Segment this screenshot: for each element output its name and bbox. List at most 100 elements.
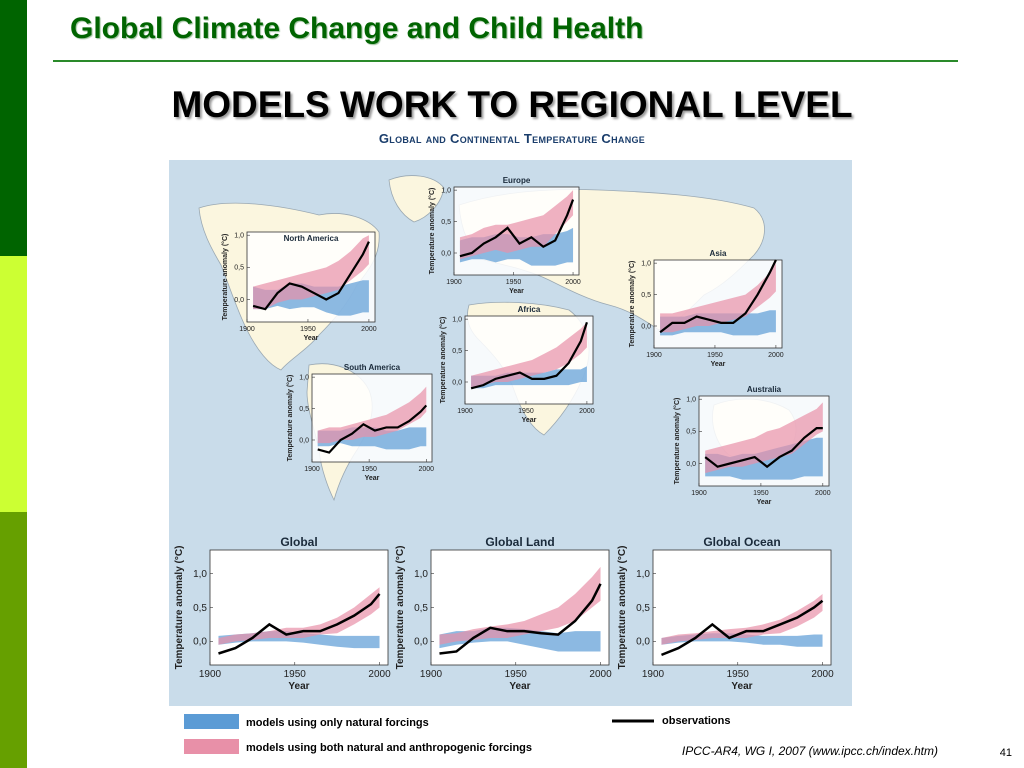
y-tick-label: 0,5 — [193, 603, 207, 614]
legend: models using only natural forcings model… — [184, 714, 730, 754]
y-tick-label: 0,0 — [641, 323, 651, 330]
y-tick-label: 0,5 — [636, 603, 650, 614]
x-tick-label: 2000 — [565, 279, 581, 286]
y-tick-label: 0,5 — [452, 348, 462, 355]
x-tick-label: 1900 — [646, 352, 662, 359]
x-axis-label: Year — [522, 417, 537, 424]
x-axis-label: Year — [731, 681, 752, 692]
chart-title: Asia — [710, 249, 727, 258]
y-axis-label: Temperature anomaly (°C) — [428, 188, 436, 275]
chart-title: Global — [280, 535, 317, 549]
chart-title: South America — [344, 363, 401, 372]
x-tick-label: 1950 — [727, 669, 750, 680]
x-tick-label: 1900 — [304, 466, 320, 473]
chart-global: 1900 1950 2000 0,0 0,5 1,0 Year Temperature ano… — [174, 535, 391, 692]
charts-layer: 1900 1950 2000 0,0 0,5 1,0 Year Temperature ano… — [174, 176, 834, 692]
x-tick-label: 2000 — [418, 466, 434, 473]
y-tick-label: 1,0 — [452, 316, 462, 323]
y-tick-label: 0,0 — [414, 637, 428, 648]
header-title: Global Climate Change and Child Health — [70, 12, 644, 45]
x-tick-label: 1950 — [284, 669, 307, 680]
y-axis-label: Temperature anomaly (°C) — [221, 234, 229, 321]
header-divider — [53, 60, 958, 62]
legend-natural-swatch — [184, 714, 239, 729]
x-tick-label: 1950 — [300, 326, 316, 333]
y-tick-label: 1,0 — [636, 569, 650, 580]
legend-both-label: models using both natural and anthropoge… — [246, 742, 532, 754]
legend-observations-label: observations — [662, 715, 730, 727]
x-axis-label: Year — [365, 475, 380, 482]
x-tick-label: 1950 — [707, 352, 723, 359]
x-axis-label: Year — [509, 288, 524, 295]
observations-line — [661, 599, 824, 657]
figure: 1900 1950 2000 0,0 0,5 1,0 Year Temperature ano… — [169, 160, 852, 706]
y-axis-label: Temperature anomaly (°C) — [395, 546, 406, 670]
y-tick-label: 1,0 — [441, 187, 451, 194]
x-tick-label: 2000 — [589, 669, 612, 680]
x-tick-label: 1900 — [691, 490, 707, 497]
x-axis-label: Year — [304, 335, 319, 342]
y-tick-label: 0,5 — [641, 292, 651, 299]
x-tick-label: 2000 — [368, 669, 391, 680]
chart-title: Africa — [518, 305, 541, 314]
y-axis-label: Temperature anomaly (°C) — [174, 546, 185, 670]
x-tick-label: 1900 — [457, 408, 473, 415]
y-tick-label: 0,0 — [686, 461, 696, 468]
x-tick-label: 2000 — [815, 490, 831, 497]
anthropogenic-forcings-band — [661, 593, 823, 645]
x-axis-label: Year — [288, 681, 309, 692]
y-tick-label: 0,0 — [234, 297, 244, 304]
chart-title: North America — [284, 234, 339, 243]
figure-title: Global and Continental Temperature Chang… — [378, 131, 646, 146]
page-number: 41 — [999, 747, 1012, 759]
anthropogenic-forcings-band — [317, 386, 427, 444]
y-axis-label: Temperature anomaly (°C) — [439, 317, 447, 404]
anthropogenic-forcings-band — [439, 566, 601, 645]
chart-title: Australia — [747, 385, 782, 394]
y-tick-label: 1,0 — [686, 397, 696, 404]
x-axis-label: Year — [509, 681, 530, 692]
chart-global-land: 1900 1950 2000 0,0 0,5 1,0 Year Temperature ano… — [395, 535, 612, 692]
observations-line — [704, 427, 823, 469]
anthropogenic-forcings-band — [705, 402, 823, 474]
x-tick-label: 2000 — [811, 669, 834, 680]
x-tick-label: 1900 — [446, 279, 462, 286]
decor-band-bottom — [0, 512, 27, 768]
x-tick-label: 1900 — [420, 669, 443, 680]
y-axis-label: Temperature anomaly (°C) — [673, 398, 681, 485]
x-axis-label: Year — [711, 361, 726, 368]
x-tick-label: 1900 — [239, 326, 255, 333]
x-tick-label: 1950 — [753, 490, 769, 497]
y-tick-label: 1,0 — [234, 233, 244, 240]
chart-title: Global Land — [485, 535, 554, 549]
x-tick-label: 1950 — [505, 669, 528, 680]
chart-title: Europe — [503, 176, 531, 185]
x-tick-label: 1950 — [361, 466, 377, 473]
chart-asia: 1900 1950 2000 0,0 0,5 1,0 Year Temperature ano… — [628, 249, 784, 368]
y-tick-label: 0,0 — [636, 637, 650, 648]
observations-line — [470, 321, 588, 390]
y-axis-label: Temperature anomaly (°C) — [628, 261, 636, 348]
x-tick-label: 1950 — [506, 279, 522, 286]
chart-frame — [464, 315, 594, 405]
x-tick-label: 1900 — [199, 669, 222, 680]
slide-title: MODELS WORK TO REGIONAL LEVEL — [171, 84, 853, 125]
y-axis-label: Temperature anomaly (°C) — [286, 375, 294, 462]
chart-north-america: 1900 1950 2000 0,0 0,5 1,0 Year Temperature ano… — [221, 231, 377, 342]
y-tick-label: 0,5 — [414, 603, 428, 614]
y-tick-label: 0,0 — [299, 437, 309, 444]
anthropogenic-forcings-band — [218, 587, 380, 645]
chart-europe: 1900 1950 2000 0,0 0,5 1,0 Year Temperature ano… — [428, 176, 581, 295]
x-tick-label: 1950 — [518, 408, 534, 415]
chart-global-ocean: 1900 1950 2000 0,0 0,5 1,0 Year Temperature ano… — [617, 535, 834, 692]
y-axis-label: Temperature anomaly (°C) — [617, 546, 628, 670]
observations-line — [317, 404, 428, 454]
anthropogenic-forcings-band — [471, 322, 587, 389]
y-tick-label: 0,0 — [441, 250, 451, 257]
y-tick-label: 1,0 — [414, 569, 428, 580]
legend-natural-label: models using only natural forcings — [246, 717, 429, 729]
observations-line — [218, 593, 381, 655]
x-tick-label: 1900 — [642, 669, 665, 680]
legend-both-swatch — [184, 739, 239, 754]
y-tick-label: 1,0 — [193, 569, 207, 580]
